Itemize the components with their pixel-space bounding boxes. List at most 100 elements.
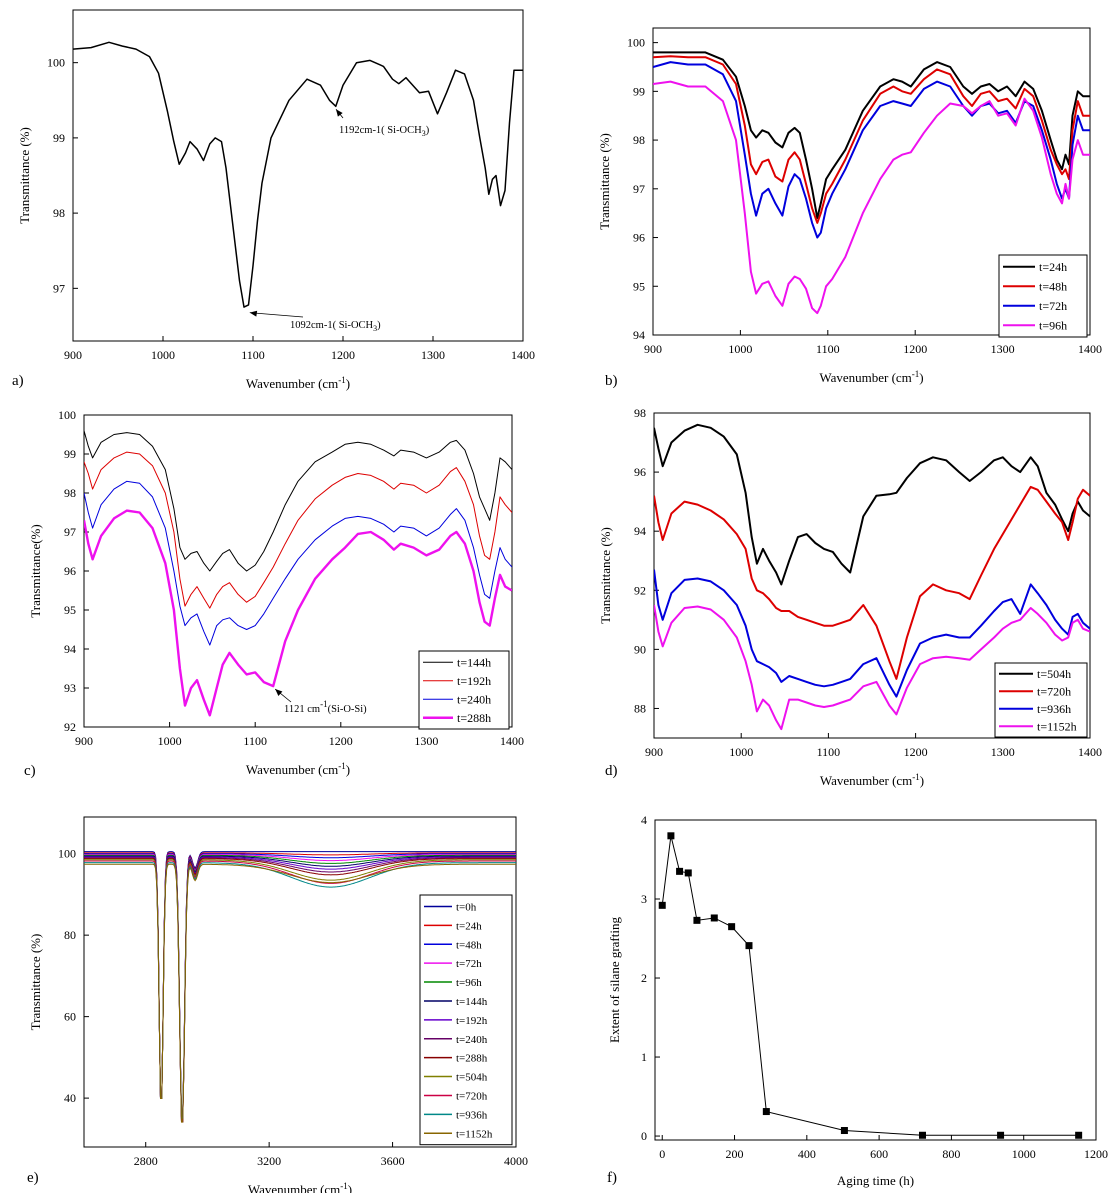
x-axis-label: Wavenumber (cm-1) bbox=[819, 369, 923, 385]
series-line-t-48h bbox=[653, 55, 1090, 224]
x-tick-label: 3600 bbox=[381, 1154, 405, 1168]
x-axis-label-end: ) bbox=[346, 762, 350, 777]
x-tick-label: 900 bbox=[645, 745, 663, 759]
data-point bbox=[728, 923, 736, 931]
annotation-sub: 3 bbox=[373, 324, 377, 333]
legend-item: t=240h bbox=[423, 692, 491, 706]
legend-label: t=144h bbox=[457, 655, 491, 669]
panel-d: 900 1000 1100 1200 1300 1400 88 90 92 94 96 98 Waven… bbox=[598, 406, 1102, 788]
y-tick-label: 99 bbox=[633, 84, 645, 98]
annotation-arrowhead bbox=[249, 310, 258, 317]
panel-c: 900 1000 1100 1200 1300 1400 92 93 94 95 96 97 98 99 1… bbox=[24, 408, 524, 779]
x-axis-label-end: ) bbox=[920, 773, 924, 788]
legend-item: t=720h bbox=[424, 1090, 488, 1102]
series-line-t-1152h bbox=[654, 604, 1090, 731]
x-tick-label: 1400 bbox=[511, 348, 535, 362]
grafting-line bbox=[661, 835, 1079, 1136]
legend-item: t=288h bbox=[423, 711, 491, 725]
x-tick-label: 1100 bbox=[816, 342, 840, 356]
x-tick-label: 900 bbox=[64, 348, 82, 362]
legend-item: t=504h bbox=[424, 1072, 488, 1084]
x-tick-label: 900 bbox=[644, 342, 662, 356]
data-point bbox=[667, 832, 675, 840]
plot-area-d bbox=[654, 423, 1090, 731]
x-tick-label: 1300 bbox=[991, 342, 1015, 356]
x-axis-label-sup: -1 bbox=[912, 772, 920, 782]
annotation-text: 1192cm-1( Si-OCH bbox=[339, 125, 422, 136]
data-point bbox=[710, 914, 718, 922]
x-axis-label-text: Wavenumber (cm bbox=[246, 376, 338, 391]
plot-frame-b bbox=[652, 27, 1091, 336]
x-axis-label-text: Wavenumber (cm bbox=[248, 1182, 340, 1193]
legend-label: t=0h bbox=[456, 901, 477, 913]
legend-label: t=24h bbox=[456, 920, 482, 932]
x-tick-label: 400 bbox=[798, 1147, 816, 1161]
x-tick-label: 1000 bbox=[729, 745, 753, 759]
series-line-spectrum bbox=[73, 41, 523, 308]
x-axis-label-sup: -1 bbox=[912, 369, 920, 379]
y-tick-label: 95 bbox=[64, 603, 76, 617]
data-point bbox=[997, 1131, 1005, 1139]
legend-label: t=1152h bbox=[1037, 719, 1077, 733]
plot-area-f bbox=[661, 835, 1079, 1136]
plot-frame-f bbox=[654, 819, 1097, 1141]
legend-label: t=96h bbox=[456, 977, 482, 989]
y-tick-label: 4 bbox=[641, 813, 647, 827]
y-tick-label: 40 bbox=[64, 1091, 76, 1105]
legend-item: t=192h bbox=[423, 674, 491, 688]
x-axis-label: Wavenumber (cm-1) bbox=[820, 772, 924, 788]
data-point bbox=[684, 869, 692, 877]
x-tick-label: 800 bbox=[942, 1147, 960, 1161]
y-tick-label: 97 bbox=[64, 525, 76, 539]
plot-area-e bbox=[84, 851, 516, 1123]
legend-label: t=72h bbox=[456, 958, 482, 970]
panel-f: 0 200 400 600 800 1000 1200 0 1 2 3 4 Aging time (h)… bbox=[607, 813, 1108, 1188]
series-line-t-288h bbox=[84, 509, 512, 717]
x-tick-label: 200 bbox=[726, 1147, 744, 1161]
series-line-t-1152h bbox=[84, 863, 516, 1123]
legend-item: t=1152h bbox=[424, 1128, 493, 1140]
legend-label: t=240h bbox=[457, 692, 491, 706]
panel-e: 2800 3200 3600 4000 40 60 80 100 Wavenumber (cm-… bbox=[27, 816, 528, 1193]
legend-item: t=48h bbox=[1003, 279, 1067, 293]
y-tick-label: 100 bbox=[47, 56, 65, 70]
legend-item: t=240h bbox=[424, 1034, 488, 1046]
x-axis-label-sup: -1 bbox=[338, 761, 346, 771]
x-tick-label: 1300 bbox=[414, 734, 438, 748]
plot-area-b bbox=[653, 51, 1090, 315]
series-line-t-96h bbox=[653, 80, 1090, 315]
x-axis-label-end: ) bbox=[348, 1182, 352, 1193]
plot-frame-a bbox=[72, 9, 524, 342]
x-tick-label: 2800 bbox=[134, 1154, 158, 1168]
x-axis-label: Wavenumber (cm-1) bbox=[248, 1181, 352, 1193]
panel-label: f) bbox=[607, 1170, 617, 1186]
legend-label: t=96h bbox=[1039, 318, 1067, 332]
legend-item: t=192h bbox=[424, 1015, 488, 1027]
series-line-t-504h bbox=[654, 423, 1090, 586]
x-tick-label: 1100 bbox=[817, 745, 841, 759]
legend-label: t=288h bbox=[457, 711, 491, 725]
data-point bbox=[745, 942, 753, 950]
x-tick-label: 900 bbox=[75, 734, 93, 748]
x-axis-label-text: Wavenumber (cm bbox=[819, 370, 911, 385]
legend-label: t=192h bbox=[456, 1015, 488, 1027]
plot-frame-e bbox=[83, 816, 517, 1148]
x-tick-label: 3200 bbox=[257, 1154, 281, 1168]
legend-label: t=936h bbox=[1037, 702, 1071, 716]
y-tick-label: 1 bbox=[641, 1050, 647, 1064]
x-tick-label: 1300 bbox=[421, 348, 445, 362]
annotation-label: 1121 cm-1(Si-O-Si) bbox=[284, 699, 367, 715]
legend-item: t=936h bbox=[424, 1109, 488, 1121]
annotation-arrow bbox=[249, 312, 304, 318]
legend-item: t=720h bbox=[999, 684, 1071, 698]
y-tick-label: 96 bbox=[633, 231, 645, 245]
x-axis-label-end: ) bbox=[346, 376, 350, 391]
y-tick-label: 0 bbox=[641, 1129, 647, 1143]
data-point bbox=[918, 1131, 926, 1139]
series-line-t-936h bbox=[654, 569, 1090, 698]
y-tick-label: 92 bbox=[64, 720, 76, 734]
legend-item: t=144h bbox=[423, 655, 491, 669]
annotation-arrowhead bbox=[336, 109, 343, 117]
x-tick-label: 1200 bbox=[904, 745, 928, 759]
